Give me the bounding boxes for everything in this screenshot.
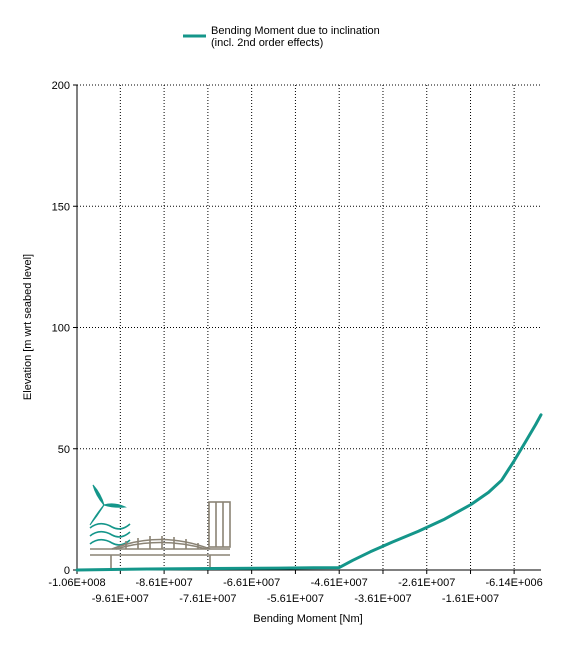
x-tick-label: -5.61E+007 xyxy=(267,593,324,605)
grid xyxy=(73,84,541,574)
x-tick-label: -8.61E+007 xyxy=(136,577,193,589)
x-tick-label: -9.61E+007 xyxy=(92,593,149,605)
logo-illustration xyxy=(89,484,231,570)
x-tick-label: -6.61E+007 xyxy=(223,577,280,589)
bridge-arch-icon xyxy=(111,538,211,550)
y-axis-title: Elevation [m wrt seabed level] xyxy=(22,254,34,400)
turbine-blade-icon xyxy=(89,504,105,526)
series-line xyxy=(75,413,543,572)
y-tick-label: 50 xyxy=(58,444,70,456)
legend-label-line-2: (incl. 2nd order effects) xyxy=(211,37,323,49)
y-tick-labels: 0 50 100 150 200 xyxy=(52,80,70,577)
x-tick-label: -6.14E+006 xyxy=(486,577,543,589)
x-tick-label: -4.61E+007 xyxy=(311,577,368,589)
x-tick-label: -1.61E+007 xyxy=(442,593,499,605)
turbine-blade-icon xyxy=(92,484,105,506)
y-tick-label: 150 xyxy=(52,201,70,213)
wave-icon xyxy=(89,522,131,530)
series-layer xyxy=(75,413,543,572)
bridge-arch-icon xyxy=(115,541,207,550)
turbine-blade-icon xyxy=(102,503,127,508)
y-tick-label: 200 xyxy=(52,80,70,92)
y-tick-label: 0 xyxy=(64,565,70,577)
legend: Bending Moment due to inclination (incl.… xyxy=(183,25,380,49)
y-tick-label: 100 xyxy=(52,323,70,335)
tower-icon xyxy=(208,501,231,548)
x-tick-labels: -1.06E+008 -9.61E+007 -8.61E+007 -7.61E+007… xyxy=(48,577,542,605)
x-tick-label: -1.06E+008 xyxy=(48,577,105,589)
x-axis-title: Bending Moment [Nm] xyxy=(253,613,362,625)
legend-label-line-1: Bending Moment due to inclination xyxy=(211,25,380,37)
x-tick-label: -2.61E+007 xyxy=(398,577,455,589)
x-tick-label: -3.61E+007 xyxy=(354,593,411,605)
wave-icon xyxy=(89,538,131,546)
x-tick-label: -7.61E+007 xyxy=(179,593,236,605)
wave-icon xyxy=(89,530,131,538)
